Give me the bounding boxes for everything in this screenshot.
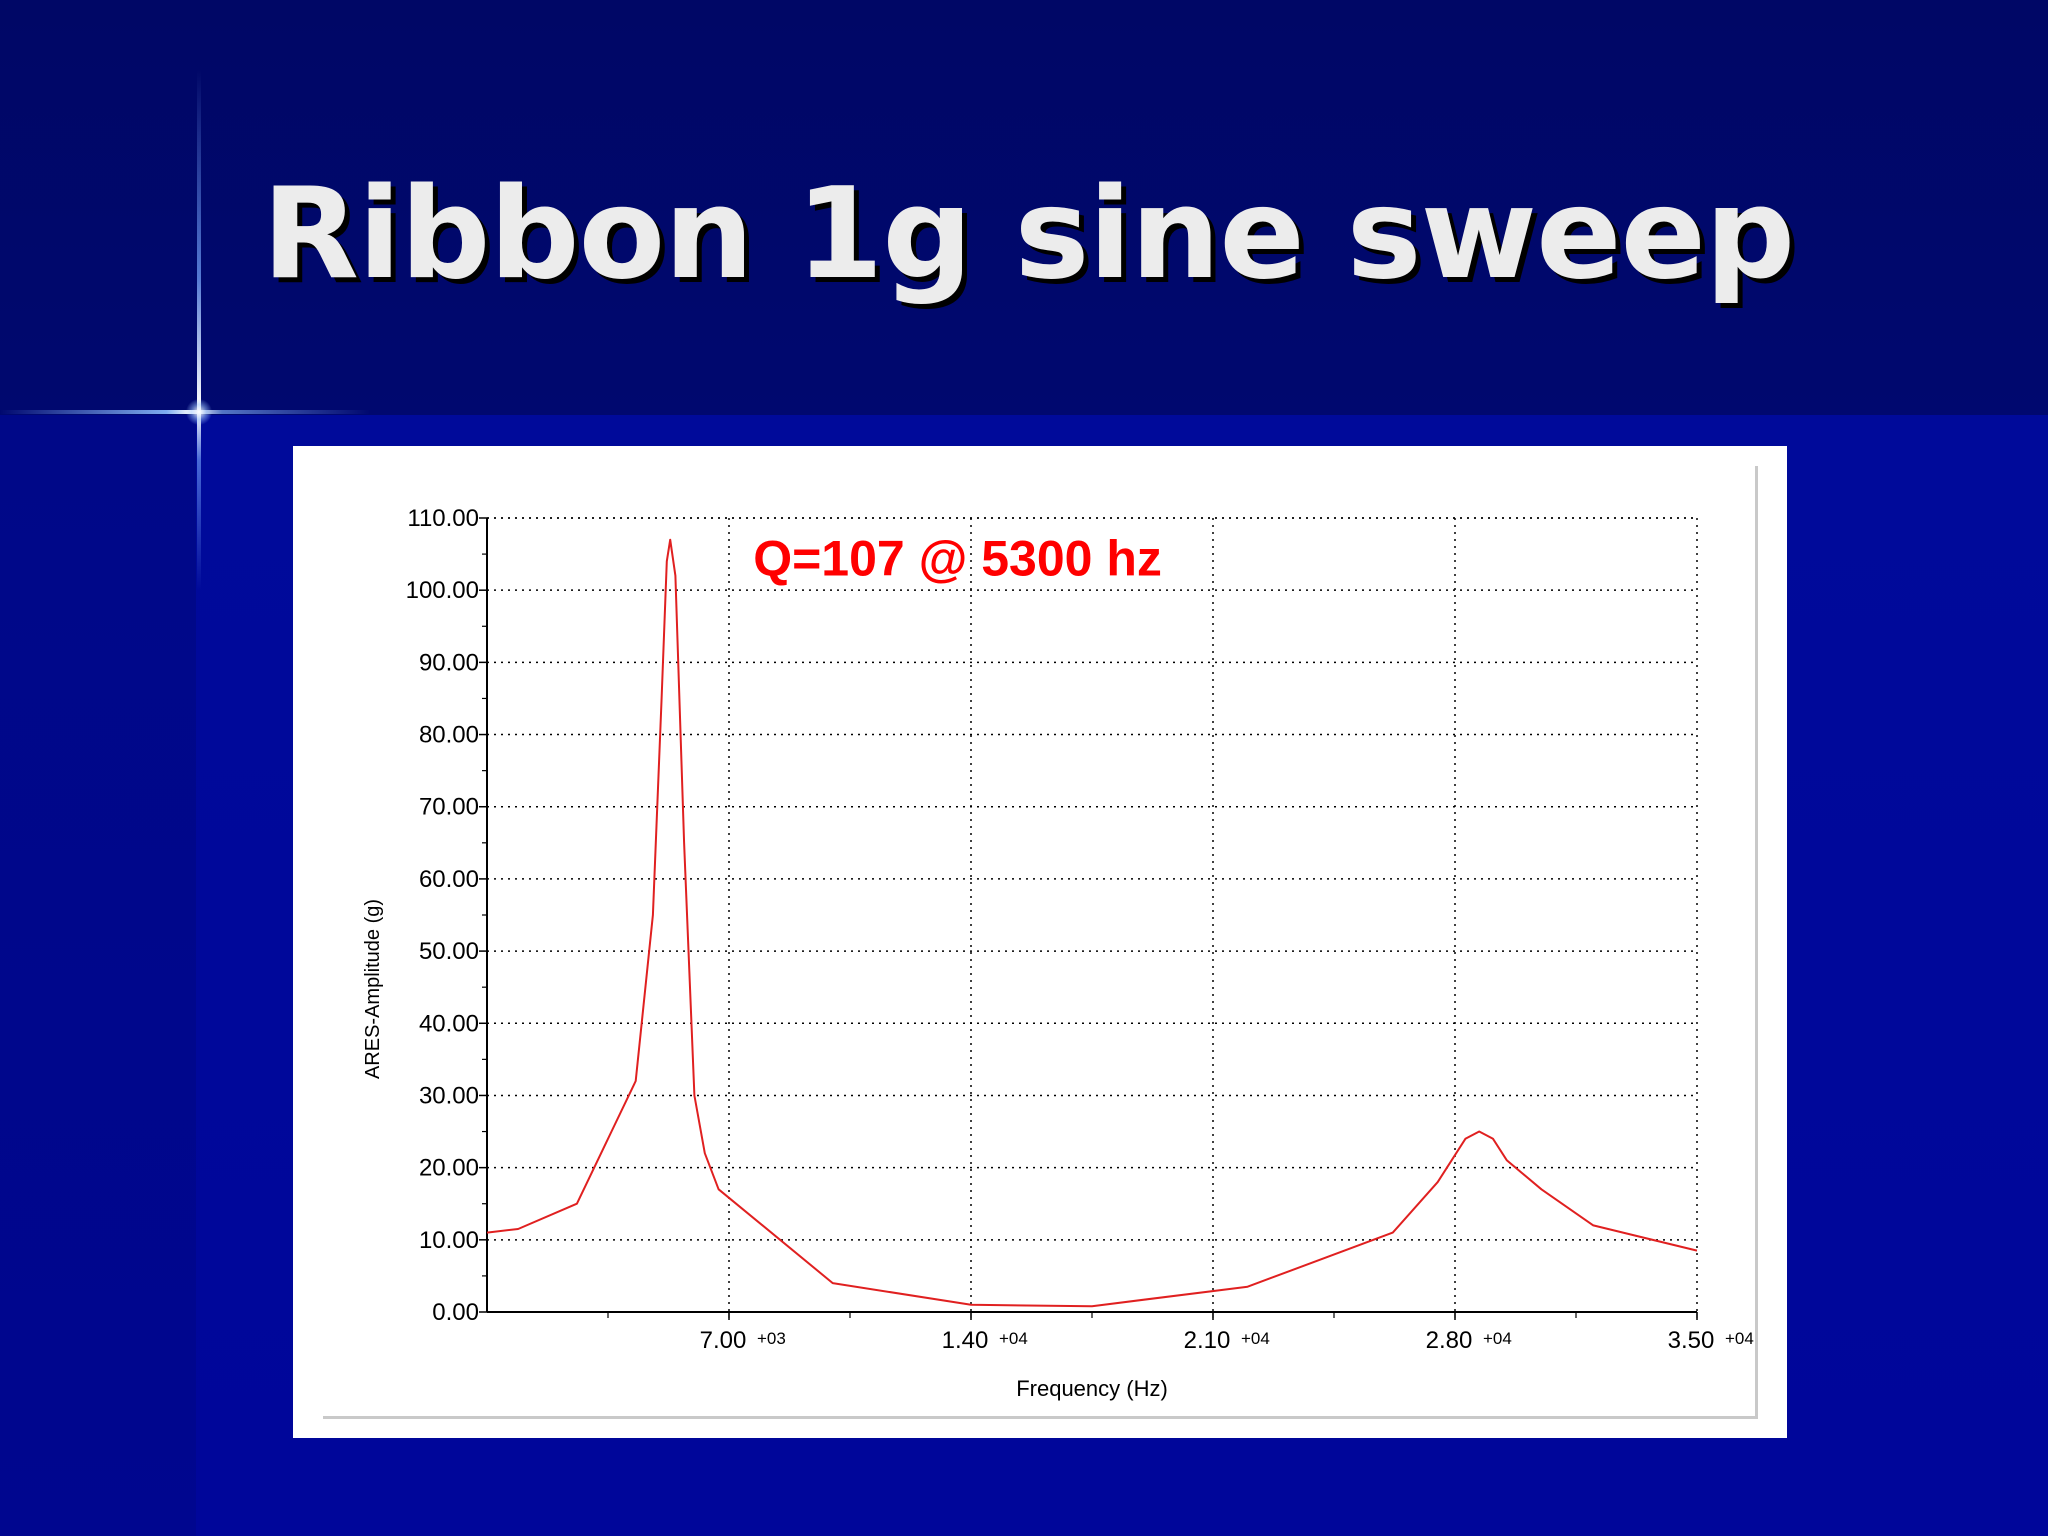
axes (479, 517, 1698, 1320)
x-tick-label: 7.00 (700, 1327, 747, 1354)
x-tick-label: 2.10 (1184, 1327, 1231, 1354)
q-factor-annotation: Q=107 @ 5300 hz (753, 531, 1162, 587)
y-tick-label: 40.00 (419, 1010, 479, 1037)
x-tick-label: 1.40 (942, 1327, 989, 1354)
sparkle-vertical-decoration (197, 70, 201, 590)
series (486, 538, 1698, 1308)
y-tick-label: 80.00 (419, 722, 479, 749)
sparkle-horizontal-decoration (0, 410, 370, 414)
y-tick-label: 100.00 (406, 577, 479, 604)
series-line (486, 538, 1698, 1308)
x-tick-exponent: +03 (757, 1329, 786, 1348)
chart-frame: 0.00 10.00 20.00 30.00 40.00 50.00 60.00 70.00 8… (293, 446, 1787, 1438)
tick-labels: 0.00 10.00 20.00 30.00 40.00 50.00 60.00 70.00 8… (406, 505, 1754, 1354)
x-axis-label: Frequency (Hz) (1016, 1376, 1168, 1401)
x-tick-label: 3.50 (1668, 1327, 1715, 1354)
y-tick-label: 0.00 (432, 1299, 479, 1326)
x-tick-exponent: +04 (1241, 1329, 1270, 1348)
grid (487, 517, 1698, 1312)
sparkle-glow-decoration (186, 399, 212, 425)
chart-panel: 0.00 10.00 20.00 30.00 40.00 50.00 60.00 70.00 8… (323, 466, 1758, 1419)
x-tick-label: 2.80 (1426, 1327, 1473, 1354)
y-tick-label: 30.00 (419, 1082, 479, 1109)
y-tick-label: 110.00 (407, 505, 479, 532)
y-axis-label: ARES-Amplitude (g) (362, 899, 384, 1079)
x-tick-exponent: +04 (1725, 1329, 1754, 1348)
x-tick-exponent: +04 (999, 1329, 1028, 1348)
y-tick-label: 60.00 (419, 866, 479, 893)
left-band (0, 415, 196, 1536)
slide-title: Ribbon 1g sine sweep (262, 160, 1795, 307)
y-tick-label: 70.00 (419, 794, 479, 821)
y-tick-label: 20.00 (419, 1155, 479, 1182)
y-tick-label: 10.00 (419, 1227, 479, 1254)
sine-sweep-chart: 0.00 10.00 20.00 30.00 40.00 50.00 60.00 70.00 8… (362, 505, 1754, 1401)
y-tick-label: 90.00 (419, 649, 479, 676)
title-band (0, 0, 2048, 415)
y-tick-label: 50.00 (419, 938, 479, 965)
x-tick-exponent: +04 (1483, 1329, 1512, 1348)
